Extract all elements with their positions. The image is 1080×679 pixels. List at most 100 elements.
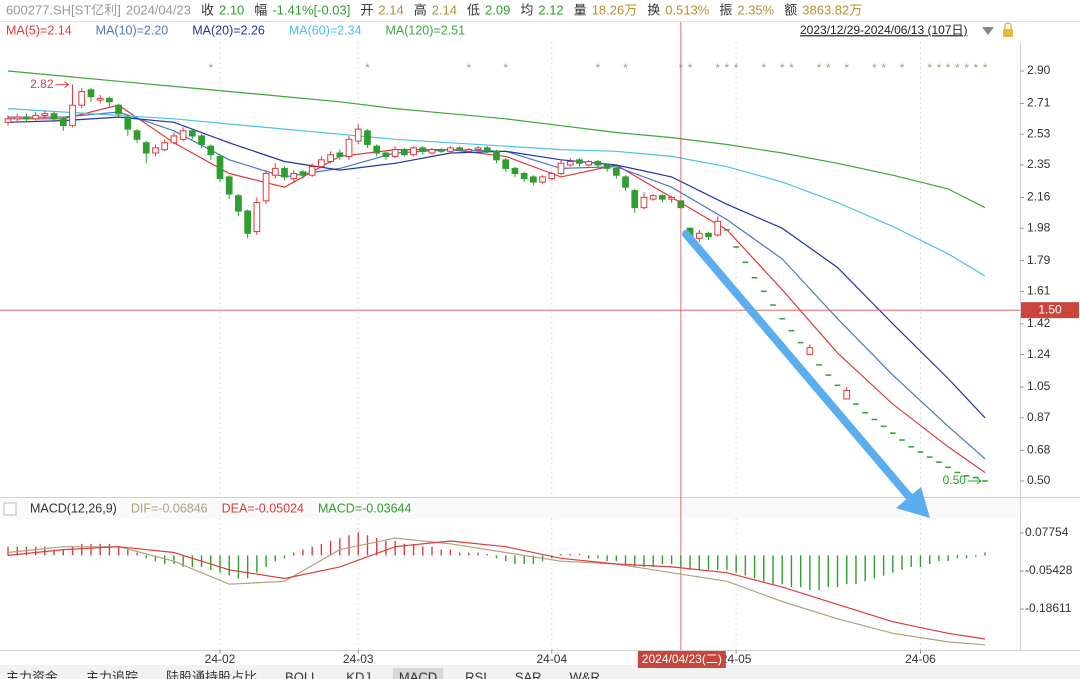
y-tick-label: 1.05 <box>1027 379 1051 393</box>
candle-body <box>631 190 639 209</box>
candle-body <box>447 147 454 152</box>
candle-body <box>557 162 565 175</box>
legend-entry: MA(120)=2.51 <box>385 23 465 37</box>
tab[interactable]: 陆股通持股占比 <box>166 669 257 679</box>
header-label: 幅 <box>254 2 267 17</box>
candle-body <box>437 149 445 152</box>
y-tick-label: 0.50 <box>1027 473 1051 487</box>
legend-entry: MA(10)=2.20 <box>96 23 169 37</box>
lock-icon[interactable] <box>1003 29 1013 37</box>
header-value: 18.26万 <box>592 2 638 17</box>
candle-body <box>576 159 583 164</box>
trend-arrow-head <box>896 487 930 518</box>
candle-body <box>69 104 76 127</box>
event-marker: * <box>623 61 628 75</box>
y-tick-label: 2.71 <box>1027 96 1051 110</box>
candle-body <box>373 145 381 154</box>
candle-body <box>281 167 288 178</box>
crosshair-date-label: 2024/04/23(二) <box>642 652 722 666</box>
y-tick-label: 2.16 <box>1027 190 1051 204</box>
header-label: 换 <box>647 2 660 17</box>
tab[interactable]: SAR <box>515 669 542 679</box>
y-tick-label: 2.90 <box>1027 63 1051 77</box>
y-tick-label: 1.98 <box>1027 220 1051 234</box>
legend-entry: DIF=-0.06846 <box>131 501 208 515</box>
candle-body <box>327 154 334 163</box>
legend-entry: MA(60)=2.34 <box>289 23 362 37</box>
trend-arrow-shaft <box>682 230 916 504</box>
tab[interactable]: W&R <box>570 669 600 679</box>
candle-body <box>87 89 95 98</box>
macd-line <box>7 537 986 646</box>
candle-body <box>308 166 316 176</box>
candle-body <box>428 149 436 154</box>
candle-body <box>244 210 252 234</box>
event-marker: * <box>955 61 960 75</box>
y-tick-label: 2.35 <box>1027 157 1051 171</box>
candle-body <box>253 202 261 233</box>
event-marker: * <box>761 61 766 75</box>
annotation-arrow-head <box>976 477 982 485</box>
event-marker: * <box>964 61 969 75</box>
candle-body <box>336 152 344 157</box>
candle-body <box>456 147 463 151</box>
candle-body <box>520 173 528 180</box>
candle-body <box>96 97 104 101</box>
candle-body <box>511 167 519 175</box>
tab[interactable]: RSI <box>465 669 487 679</box>
x-tick-label: 24-03 <box>343 652 374 666</box>
event-marker: * <box>725 61 730 75</box>
header-label: 600277.SH[ST亿利] <box>6 2 121 17</box>
candle-body <box>649 195 657 200</box>
tab[interactable]: 主力追踪 <box>86 669 138 679</box>
legend-entry: MACD=-0.03644 <box>318 501 411 515</box>
event-marker: * <box>826 61 831 75</box>
dropdown-arrow[interactable] <box>982 27 994 35</box>
candle-body <box>32 114 40 120</box>
lock-shackle <box>1004 22 1012 29</box>
crosshair-price-box <box>1021 302 1079 319</box>
candle-body <box>668 196 675 200</box>
candle-body <box>622 176 629 188</box>
y-tick-label: 1.42 <box>1027 316 1051 330</box>
candle-body <box>41 113 49 116</box>
legend-entry: MA(20)=2.26 <box>192 23 265 37</box>
y-tick-label: 0.87 <box>1027 410 1051 424</box>
candle-body <box>152 147 159 154</box>
event-marker: * <box>844 61 849 75</box>
header-label: 额 <box>784 2 797 17</box>
candle-body <box>23 116 30 120</box>
y-tick-label: -0.18611 <box>1025 601 1072 615</box>
candle-body <box>13 116 21 120</box>
candle-body <box>400 149 408 156</box>
y-tick-label: 1.61 <box>1027 284 1051 298</box>
candle-body <box>539 176 546 183</box>
event-marker: * <box>596 61 601 75</box>
x-tick-label: 24-04 <box>536 652 567 666</box>
header-value: 2.09 <box>485 2 510 17</box>
candle-body <box>133 130 141 140</box>
candle-body <box>410 147 417 156</box>
y-tick-label: 1.24 <box>1027 347 1051 361</box>
crosshair-date-box <box>637 651 726 668</box>
y-tick-label: 2.53 <box>1027 126 1051 140</box>
tab[interactable]: KDJ <box>346 669 371 679</box>
candle-body <box>640 196 648 209</box>
x-tick-label: 24-05 <box>721 652 752 666</box>
date-range[interactable]: 2023/12/29-2024/06/13 (107日) <box>800 23 967 37</box>
candle-body <box>225 176 233 195</box>
event-marker: * <box>983 61 988 75</box>
tab[interactable]: 主力资金 <box>6 669 58 679</box>
header-value: 2.14 <box>432 2 457 17</box>
candle-body <box>659 195 666 200</box>
tab[interactable]: MACD <box>399 669 437 679</box>
panel-toggle[interactable] <box>3 502 17 516</box>
candle-body <box>78 91 86 106</box>
event-marker: * <box>973 61 978 75</box>
macd-line <box>7 540 986 640</box>
tab-active <box>392 668 444 679</box>
tab[interactable]: BOLL <box>285 669 318 679</box>
